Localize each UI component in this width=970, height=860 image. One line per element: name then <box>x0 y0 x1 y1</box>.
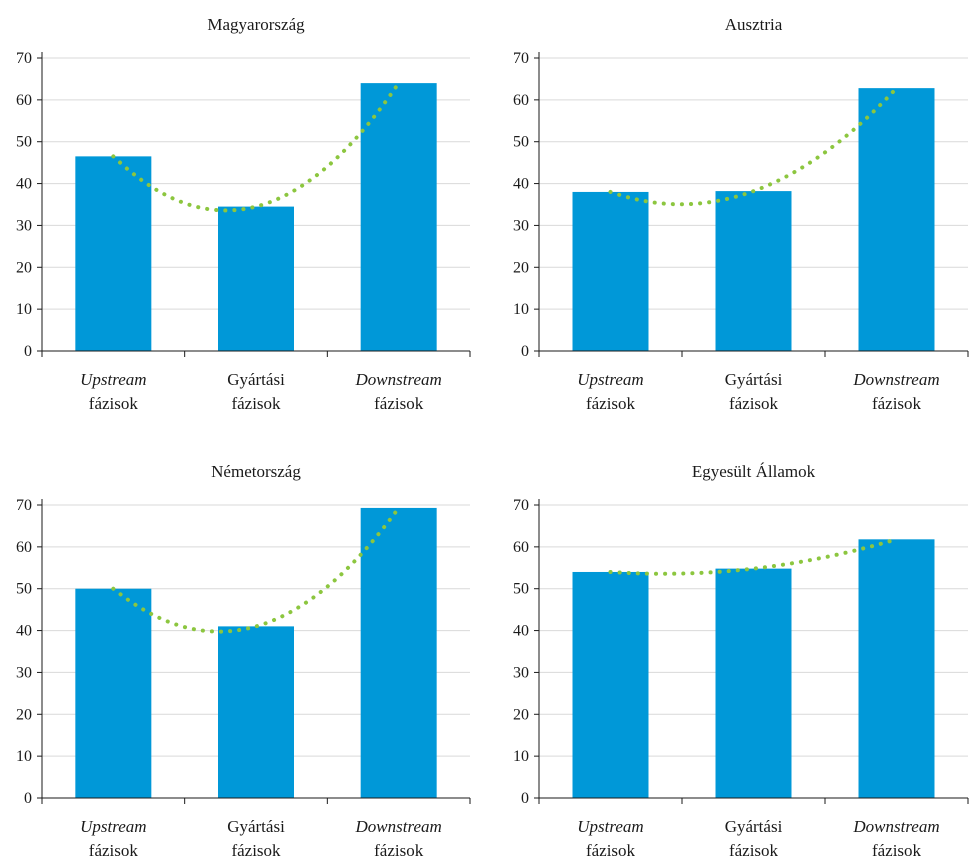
trendline <box>111 81 401 213</box>
bar-2 <box>218 206 294 351</box>
chart-panel-4: Egyesült Államok 0 10 20 30 40 50 60 70 Upstream f… <box>513 462 969 860</box>
y-tick-label: 60 <box>16 92 32 109</box>
y-tick-label: 40 <box>16 176 32 193</box>
x-category-label: Gyártási <box>227 817 285 836</box>
y-tick-label: 0 <box>521 790 529 807</box>
x-category-sublabel: fázisok <box>374 394 424 413</box>
x-category-label: Upstream <box>577 817 643 836</box>
y-tick-label: 70 <box>513 50 529 67</box>
y-tick-label: 30 <box>16 217 32 234</box>
y-tick-label: 40 <box>16 623 32 640</box>
y-tick-label: 0 <box>24 343 32 360</box>
x-category-label: Gyártási <box>227 370 285 389</box>
x-category-sublabel: fázisok <box>729 841 779 860</box>
bar-3 <box>858 88 935 351</box>
y-tick-label: 20 <box>16 706 32 723</box>
chart-panel-3: Németország 0 10 20 30 40 50 60 70 Upstream fáziso… <box>16 462 471 860</box>
y-tick-label: 40 <box>513 176 529 193</box>
bar-1 <box>572 571 649 798</box>
bar-3 <box>360 507 437 798</box>
y-tick-label: 10 <box>513 748 529 765</box>
y-tick-label: 20 <box>16 259 32 276</box>
y-tick-label: 10 <box>513 301 529 318</box>
y-tick-label: 60 <box>513 92 529 109</box>
bar-3 <box>858 539 935 798</box>
x-category-label: Gyártási <box>725 370 783 389</box>
y-tick-label: 50 <box>16 134 32 151</box>
x-category-label: Downstream <box>355 370 442 389</box>
x-category-sublabel: fázisok <box>374 841 424 860</box>
y-tick-label: 50 <box>513 581 529 598</box>
y-tick-label: 60 <box>16 539 32 556</box>
bar-1 <box>75 156 152 351</box>
x-category-sublabel: fázisok <box>89 394 139 413</box>
trendline <box>608 537 899 576</box>
y-tick-label: 60 <box>513 539 529 556</box>
y-tick-label: 10 <box>16 301 32 318</box>
y-tick-label: 30 <box>513 664 529 681</box>
y-tick-label: 70 <box>16 497 32 514</box>
y-tick-label: 0 <box>521 343 529 360</box>
y-tick-label: 50 <box>513 134 529 151</box>
x-category-sublabel: fázisok <box>89 841 139 860</box>
y-tick-label: 10 <box>16 748 32 765</box>
y-tick-label: 40 <box>513 623 529 640</box>
bar-2 <box>218 626 294 798</box>
y-tick-label: 30 <box>513 217 529 234</box>
y-tick-label: 30 <box>16 664 32 681</box>
x-category-label: Upstream <box>80 370 146 389</box>
bar-1 <box>572 191 649 351</box>
y-tick-label: 20 <box>513 259 529 276</box>
bar-3 <box>360 83 437 351</box>
chart-panel-2: Ausztria 0 10 20 30 40 50 60 70 Upstream fázisok Gy… <box>513 15 969 413</box>
x-category-label: Gyártási <box>725 817 783 836</box>
x-category-sublabel: fázisok <box>586 841 636 860</box>
x-category-label: Downstream <box>852 817 939 836</box>
x-category-sublabel: fázisok <box>231 841 281 860</box>
trendline <box>608 86 899 207</box>
x-category-label: Downstream <box>355 817 442 836</box>
x-category-sublabel: fázisok <box>872 841 922 860</box>
bar-1 <box>75 588 152 798</box>
x-category-label: Upstream <box>80 817 146 836</box>
chart-panel-1: Magyarország 0 10 20 30 40 50 60 70 Upstream fázis… <box>16 15 471 413</box>
chart-title: Egyesült Államok <box>692 462 816 481</box>
y-tick-label: 0 <box>24 790 32 807</box>
x-category-sublabel: fázisok <box>586 394 636 413</box>
y-tick-label: 70 <box>16 50 32 67</box>
bar-2 <box>715 568 792 798</box>
chart-title: Magyarország <box>207 15 305 34</box>
y-tick-label: 70 <box>513 497 529 514</box>
y-tick-label: 50 <box>16 581 32 598</box>
trendline <box>111 505 401 634</box>
y-tick-label: 20 <box>513 706 529 723</box>
x-category-sublabel: fázisok <box>231 394 281 413</box>
x-category-label: Upstream <box>577 370 643 389</box>
x-category-sublabel: fázisok <box>729 394 779 413</box>
chart-title: Németország <box>211 462 301 481</box>
x-category-sublabel: fázisok <box>872 394 922 413</box>
chart-title: Ausztria <box>725 15 783 34</box>
x-category-label: Downstream <box>852 370 939 389</box>
bar-2 <box>715 191 792 351</box>
